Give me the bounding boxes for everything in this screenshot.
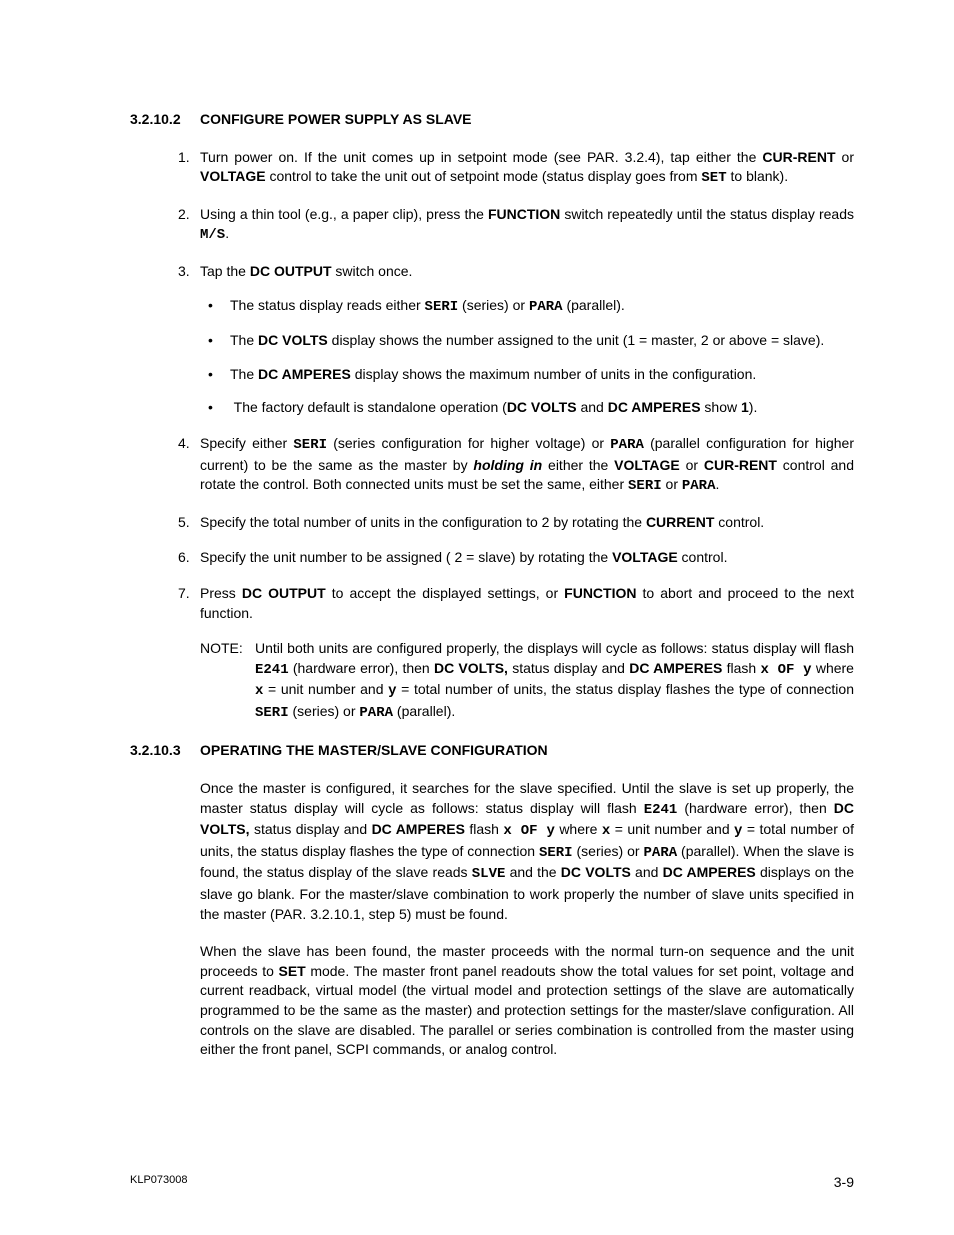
- section-heading-1: 3.2.10.2CONFIGURE POWER SUPPLY AS SLAVE: [130, 110, 854, 130]
- sub-item: •The status display reads either SERI (s…: [230, 296, 854, 318]
- footer-page-number: 3-9: [834, 1173, 854, 1193]
- section-title: OPERATING THE MASTER/SLAVE CONFIGURATION: [200, 742, 548, 758]
- page-footer: KLP073008 3-9: [130, 1173, 854, 1193]
- sub-item: •The DC VOLTS display shows the number a…: [230, 331, 854, 351]
- section-number: 3.2.10.2: [130, 110, 200, 130]
- step-4: 4.Specify either SERI (series configurat…: [200, 434, 854, 497]
- note-label: NOTE:: [200, 639, 255, 659]
- step-1: 1.Turn power on. If the unit comes up in…: [200, 148, 854, 189]
- sub-item: • The factory default is standalone oper…: [230, 398, 854, 418]
- footer-doc-id: KLP073008: [130, 1173, 188, 1193]
- ordered-list: 1.Turn power on. If the unit comes up in…: [130, 148, 854, 624]
- section-number: 3.2.10.3: [130, 741, 200, 761]
- paragraph-2: When the slave has been found, the maste…: [130, 942, 854, 1060]
- step-3: 3.Tap the DC OUTPUT switch once. •The st…: [200, 262, 854, 418]
- step-7: 7.Press DC OUTPUT to accept the displaye…: [200, 584, 854, 623]
- step-5: 5.Specify the total number of units in t…: [200, 513, 854, 533]
- sub-item: •The DC AMPERES display shows the maximu…: [230, 365, 854, 385]
- sub-list: •The status display reads either SERI (s…: [200, 296, 854, 418]
- step-2: 2.Using a thin tool (e.g., a paper clip)…: [200, 205, 854, 246]
- paragraph-1: Once the master is configured, it search…: [130, 779, 854, 924]
- section-heading-2: 3.2.10.3OPERATING THE MASTER/SLAVE CONFI…: [130, 741, 854, 761]
- section-title: CONFIGURE POWER SUPPLY AS SLAVE: [200, 111, 472, 127]
- step-6: 6.Specify the unit number to be assigned…: [200, 548, 854, 568]
- note-block: NOTE:Until both units are configured pro…: [130, 639, 854, 723]
- document-page: 3.2.10.2CONFIGURE POWER SUPPLY AS SLAVE …: [0, 0, 954, 1235]
